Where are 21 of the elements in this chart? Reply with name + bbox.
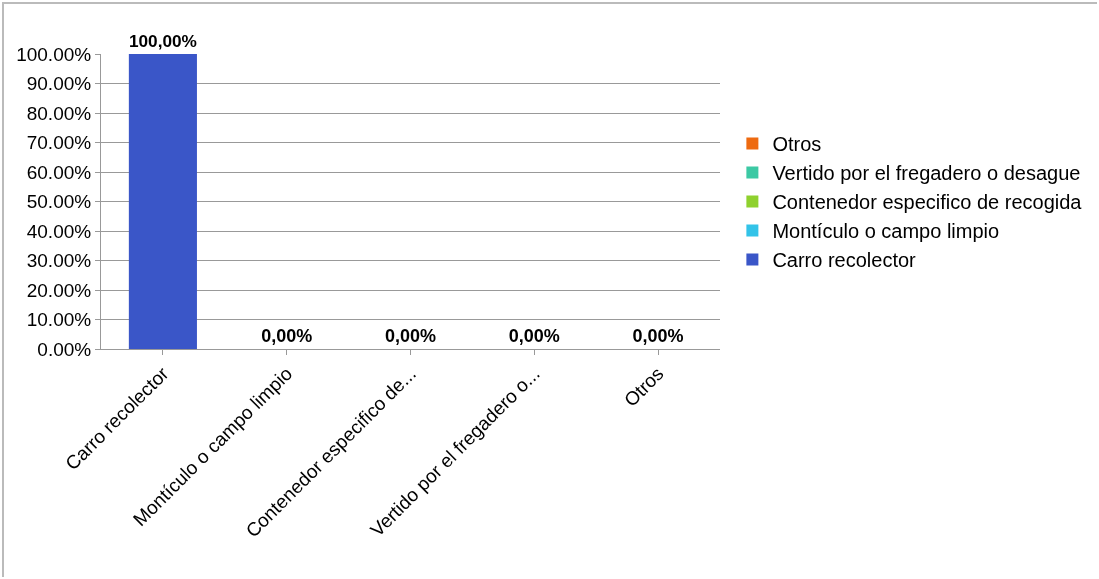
data-label: 0,00% bbox=[632, 326, 684, 346]
data-label: 0,00% bbox=[508, 326, 560, 346]
data-label: 100,00% bbox=[128, 31, 197, 52]
legend-label: Montículo o campo limpio bbox=[772, 220, 1000, 243]
y-tick-label: 50.00% bbox=[26, 191, 92, 213]
legend-label: Contenedor especifico de recogida bbox=[772, 191, 1083, 214]
y-tick-label: 20.00% bbox=[26, 279, 92, 301]
legend-label: Otros bbox=[772, 133, 822, 156]
y-tick-label: 60.00% bbox=[26, 161, 92, 183]
legend-label: Carro recolector bbox=[772, 249, 917, 272]
y-tick-label: 80.00% bbox=[26, 102, 92, 124]
legend-label: Vertido por el fregadero o desague bbox=[772, 162, 1081, 185]
y-tick-label: 0.00% bbox=[37, 338, 92, 360]
y-tick-label: 100.00% bbox=[16, 43, 92, 65]
y-tick-label: 90.00% bbox=[26, 73, 92, 95]
y-tick-label: 40.00% bbox=[26, 220, 92, 242]
data-label: 0,00% bbox=[384, 326, 437, 346]
y-tick-label: 10.00% bbox=[26, 309, 92, 331]
y-tick-label: 70.00% bbox=[26, 132, 92, 154]
data-label: 0,00% bbox=[261, 326, 313, 346]
y-tick-label: 30.00% bbox=[26, 250, 92, 272]
